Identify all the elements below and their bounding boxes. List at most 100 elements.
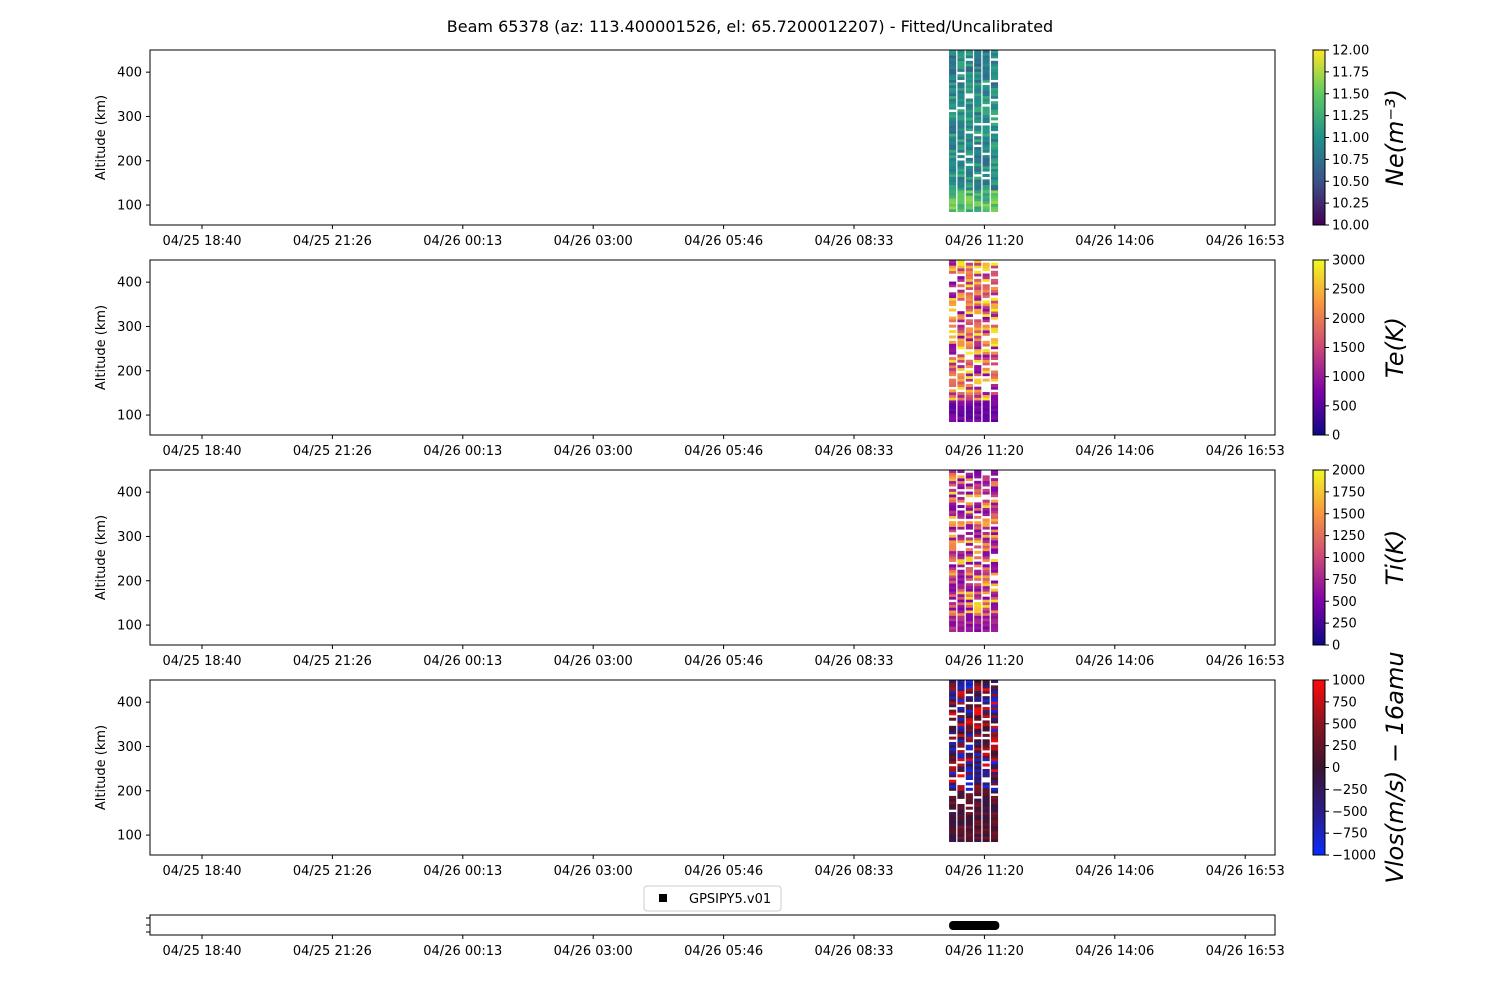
heatmap-cell [974, 809, 982, 813]
heatmap-cell [965, 486, 973, 490]
heatmap-cell [949, 744, 957, 748]
heatmap-cell [982, 733, 990, 737]
heatmap-cell [974, 79, 982, 83]
heatmap-cell [974, 706, 982, 710]
heatmap-cell [949, 787, 957, 791]
heatmap-cell [982, 348, 990, 352]
heatmap-cell [990, 612, 999, 616]
heatmap-cell [949, 362, 957, 366]
heatmap-cell [974, 747, 982, 751]
heatmap-cell [982, 809, 990, 813]
heatmap-cell [990, 755, 999, 759]
heatmap-cell [965, 147, 973, 151]
heatmap-cell [974, 790, 982, 794]
axes-frame-timeline [149, 914, 1276, 936]
heatmap-cell [949, 319, 957, 323]
heatmap-cell [974, 394, 982, 398]
heatmap-cell [957, 610, 965, 614]
heatmap-cell [990, 604, 999, 608]
heatmap-cell [949, 295, 957, 299]
x-tick-label: 04/26 14:06 [1075, 864, 1154, 879]
heatmap-cell [957, 812, 965, 816]
heatmap-cell [982, 618, 990, 622]
heatmap-cell [957, 419, 965, 423]
heatmap-cell [974, 209, 982, 213]
heatmap-cell [990, 580, 999, 584]
heatmap-cell [957, 836, 965, 840]
heatmap-cell [982, 812, 990, 816]
heatmap-cell [949, 502, 957, 506]
heatmap-cell [974, 798, 982, 802]
heatmap-cell [974, 688, 982, 692]
heatmap-cell [974, 682, 982, 686]
heatmap-cell [990, 168, 999, 172]
x-tick-label: 04/25 18:40 [162, 944, 241, 959]
heatmap-cell [990, 505, 999, 509]
heatmap-cell [965, 311, 973, 315]
heatmap-cell [974, 195, 982, 199]
heatmap-cell [949, 712, 957, 716]
heatmap-cell [957, 728, 965, 732]
heatmap-cell [990, 704, 999, 708]
heatmap-cell [990, 286, 999, 290]
heatmap-cell [957, 103, 965, 107]
colorbar-label: Ne(m⁻³) [1381, 89, 1409, 186]
heatmap-cell [957, 343, 965, 347]
heatmap-cell [982, 701, 990, 705]
heatmap-cell [949, 795, 957, 799]
heatmap-cell [990, 591, 999, 595]
heatmap-cell [965, 173, 973, 177]
heatmap-cell [965, 717, 973, 721]
heatmap-cell [982, 95, 990, 99]
heatmap-cell [949, 141, 957, 145]
heatmap-cell [949, 768, 957, 772]
heatmap-cell [990, 766, 999, 770]
heatmap-cell [990, 787, 999, 791]
heatmap-cell [949, 717, 957, 721]
heatmap-cell [982, 768, 990, 772]
heatmap-cell [957, 561, 965, 565]
heatmap-cell [990, 95, 999, 99]
heatmap-cell [982, 400, 990, 404]
heatmap-cell [990, 731, 999, 735]
heatmap-cell [990, 626, 999, 630]
heatmap-cell [949, 510, 957, 514]
heatmap-cell [957, 195, 965, 199]
heatmap-cell [990, 809, 999, 813]
heatmap-cell [982, 141, 990, 145]
colorbar-tick-label: 11.75 [1332, 65, 1369, 80]
heatmap-cell [982, 817, 990, 821]
heatmap-cell [974, 343, 982, 347]
heatmap-cell [990, 760, 999, 764]
heatmap-cell [957, 147, 965, 151]
heatmap-cell [982, 620, 990, 624]
heatmap-cell [982, 518, 990, 522]
heatmap-cell [974, 561, 982, 565]
heatmap-cell [957, 583, 965, 587]
heatmap-cell [982, 192, 990, 196]
heatmap-cell [990, 779, 999, 783]
heatmap-cell [957, 701, 965, 705]
heatmap-cell [957, 620, 965, 624]
heatmap-cell [965, 192, 973, 196]
heatmap-cell [949, 198, 957, 202]
heatmap-cell [990, 152, 999, 156]
heatmap-cell [974, 74, 982, 78]
heatmap-cell [965, 359, 973, 363]
heatmap-cell [982, 526, 990, 530]
heatmap-cell [974, 486, 982, 490]
heatmap-cell [949, 806, 957, 810]
heatmap-cell [982, 604, 990, 608]
heatmap-cell [974, 583, 982, 587]
heatmap-cell [974, 120, 982, 124]
heatmap-cell [982, 71, 990, 75]
heatmap-cell [965, 351, 973, 355]
heatmap-cell [957, 806, 965, 810]
heatmap-cell [990, 192, 999, 196]
y-tick-label: 100 [117, 199, 142, 214]
heatmap-cell [965, 706, 973, 710]
heatmap-cell [990, 782, 999, 786]
heatmap-cell [982, 76, 990, 80]
heatmap-cell [957, 155, 965, 159]
heatmap-cell [949, 596, 957, 600]
